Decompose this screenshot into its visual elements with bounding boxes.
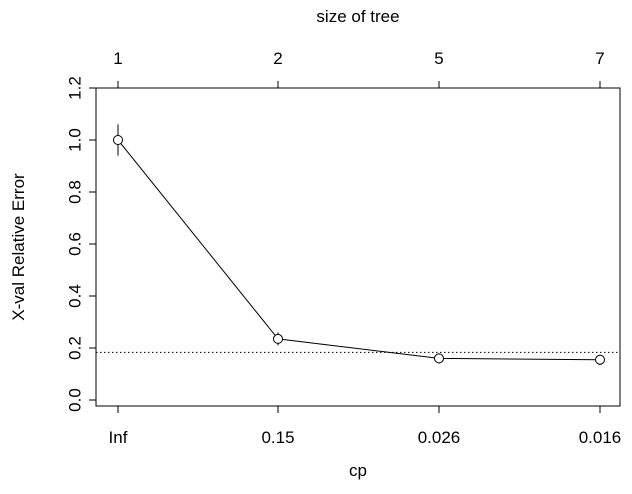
data-point xyxy=(113,135,123,145)
top-tick-label: 2 xyxy=(273,49,282,68)
data-point xyxy=(273,333,283,344)
y-axis-title: X-val Relative Error xyxy=(9,173,28,321)
data-point xyxy=(434,353,444,364)
x-tick-label: Inf xyxy=(109,428,128,447)
y-tick-label: 1.0 xyxy=(66,128,85,152)
y-tick-label: 0.2 xyxy=(66,336,85,360)
x-tick-label: 0.15 xyxy=(261,428,294,447)
x-axis-title: cp xyxy=(349,461,367,480)
y-tick-label: 1.2 xyxy=(66,76,85,100)
chart-marks: 0.0 0.2 0.4 0.6 0.8 1.0 1.2 Inf 0.15 0.026 0.016 1 2… xyxy=(66,49,622,447)
data-point xyxy=(595,354,605,365)
plot-frame xyxy=(95,87,621,407)
top-tick-label: 7 xyxy=(595,49,604,68)
y-tick-label: 0.6 xyxy=(66,232,85,256)
x-tick-label: 0.016 xyxy=(579,428,622,447)
y-tick-label: 0.8 xyxy=(66,180,85,204)
y-tick-label: 0.0 xyxy=(66,388,85,412)
top-axis-title: size of tree xyxy=(316,7,399,26)
x-tick-label: 0.026 xyxy=(418,428,461,447)
top-tick-label: 5 xyxy=(434,49,443,68)
top-tick-label: 1 xyxy=(113,49,122,68)
y-tick-label: 0.4 xyxy=(66,284,85,308)
series-line xyxy=(117,139,601,361)
